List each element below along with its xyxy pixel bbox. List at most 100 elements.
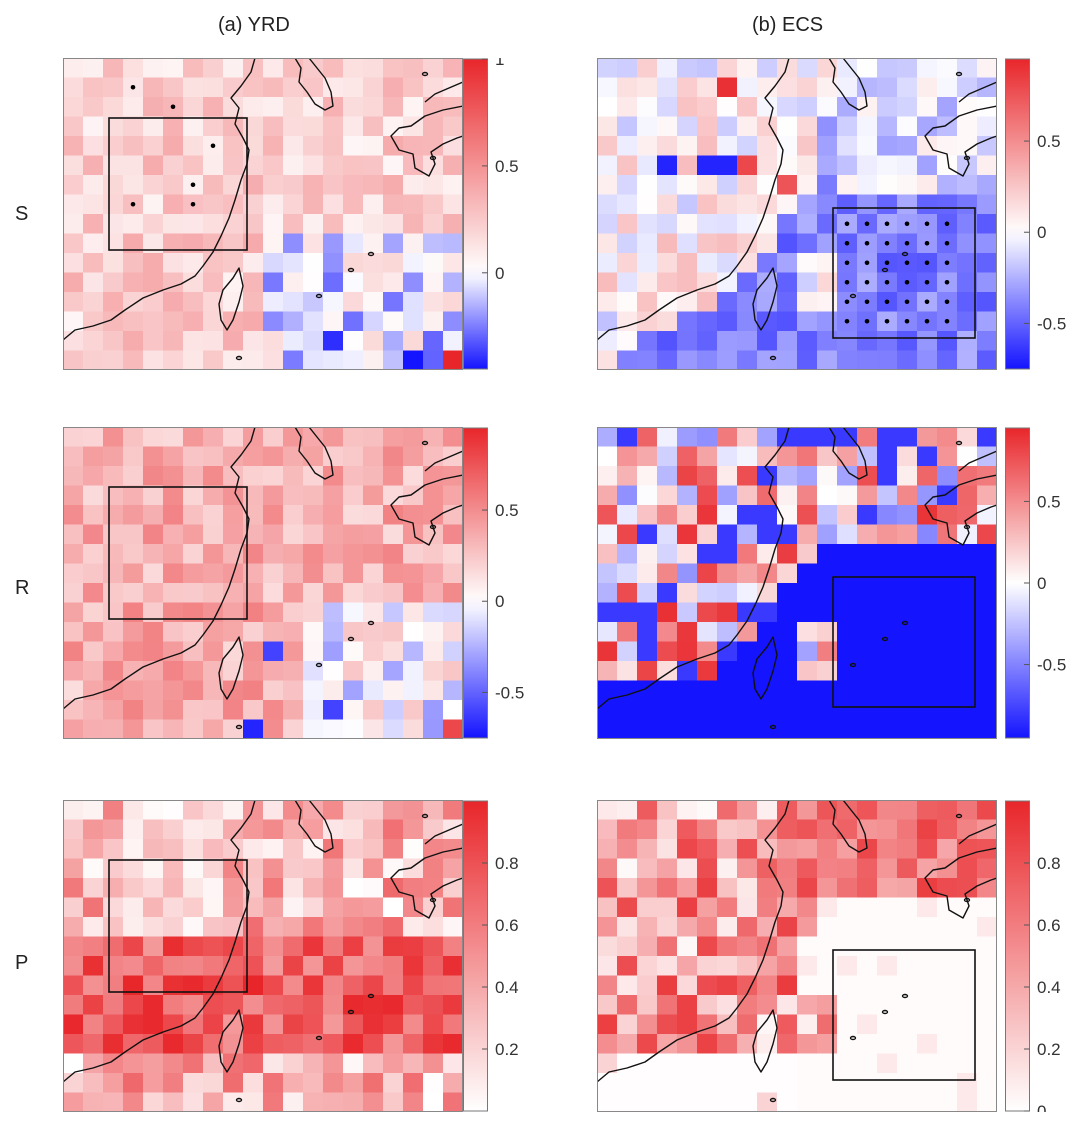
colorbar-tick-label: 1 bbox=[495, 58, 504, 69]
map-frame bbox=[63, 427, 463, 739]
grid-cell bbox=[283, 331, 304, 352]
grid-cell bbox=[403, 995, 424, 1016]
grid-cell bbox=[597, 136, 618, 157]
grid-cell bbox=[857, 77, 878, 98]
grid-cell bbox=[383, 700, 404, 721]
grid-cell bbox=[937, 331, 958, 352]
grid-cell bbox=[423, 897, 444, 918]
grid-cell bbox=[677, 641, 698, 662]
grid-cell bbox=[383, 622, 404, 643]
grid-cell bbox=[263, 466, 284, 487]
grid-cell bbox=[443, 331, 463, 352]
grid-cell bbox=[737, 858, 758, 879]
grid-cell bbox=[243, 622, 264, 643]
grid-cell bbox=[283, 700, 304, 721]
grid-cell bbox=[63, 505, 84, 526]
grid-cell bbox=[797, 485, 818, 506]
grid-cell bbox=[403, 1092, 424, 1112]
grid-cell bbox=[443, 1073, 463, 1094]
grid-cell bbox=[403, 505, 424, 526]
grid-cell bbox=[857, 524, 878, 545]
grid-cell bbox=[443, 917, 463, 938]
significance-dot bbox=[924, 240, 930, 246]
grid-cell bbox=[283, 563, 304, 584]
grid-cell bbox=[443, 233, 463, 254]
grid-cell bbox=[977, 956, 997, 977]
grid-cell bbox=[957, 641, 978, 662]
grid-cell bbox=[737, 233, 758, 254]
grid-cell bbox=[657, 155, 678, 176]
colorbar-gradient bbox=[463, 427, 488, 739]
grid-cell bbox=[83, 680, 104, 701]
grid-cell bbox=[957, 897, 978, 918]
grid-cell bbox=[443, 253, 463, 274]
grid-cell bbox=[403, 839, 424, 860]
grid-cell bbox=[757, 917, 778, 938]
grid-cell bbox=[363, 1053, 384, 1074]
colorbar-tick-label: 0 bbox=[1037, 574, 1046, 593]
grid-cell bbox=[937, 427, 958, 448]
grid-cell bbox=[617, 58, 638, 79]
grid-cell bbox=[303, 233, 324, 254]
grid-cell bbox=[363, 839, 384, 860]
grid-cell bbox=[323, 427, 344, 448]
grid-cell bbox=[223, 917, 244, 938]
grid-cell bbox=[303, 194, 324, 215]
grid-cell bbox=[403, 622, 424, 643]
grid-cell bbox=[897, 1092, 918, 1112]
grid-cell bbox=[817, 936, 838, 957]
grid-cell bbox=[937, 563, 958, 584]
grid-cell bbox=[857, 116, 878, 137]
grid-cell bbox=[697, 253, 718, 274]
grid-cell bbox=[123, 1073, 144, 1094]
colorbar-a-P: 0.80.60.40.2 bbox=[463, 800, 519, 1112]
grid-cell bbox=[143, 602, 164, 623]
grid-cell bbox=[343, 116, 364, 137]
grid-cell bbox=[957, 975, 978, 996]
grid-cell bbox=[183, 427, 204, 448]
grid-cell bbox=[697, 1092, 718, 1112]
grid-cell bbox=[363, 1073, 384, 1094]
grid-cell bbox=[977, 719, 997, 739]
grid-cell bbox=[243, 661, 264, 682]
grid-cell bbox=[737, 661, 758, 682]
grid-cell bbox=[897, 858, 918, 879]
grid-cell bbox=[363, 819, 384, 840]
grid-cell bbox=[917, 800, 938, 821]
grid-cell bbox=[63, 524, 84, 545]
grid-cell bbox=[183, 272, 204, 293]
grid-cell bbox=[323, 680, 344, 701]
grid-cell bbox=[263, 1092, 284, 1112]
grid-cell bbox=[263, 563, 284, 584]
grid-cell bbox=[737, 311, 758, 332]
colorbar-tick-label: -0.5 bbox=[1037, 314, 1066, 333]
grid-cell bbox=[183, 253, 204, 274]
grid-cell bbox=[677, 878, 698, 899]
grid-cell bbox=[343, 175, 364, 196]
grid-cell bbox=[423, 136, 444, 157]
grid-cell bbox=[777, 233, 798, 254]
grid-cell bbox=[263, 995, 284, 1016]
grid-cell bbox=[617, 116, 638, 137]
grid-cell bbox=[383, 175, 404, 196]
grid-cell bbox=[797, 466, 818, 487]
grid-cell bbox=[917, 661, 938, 682]
grid-cell bbox=[283, 253, 304, 274]
grid-cell bbox=[183, 1034, 204, 1055]
grid-cell bbox=[977, 466, 997, 487]
grid-cell bbox=[203, 194, 224, 215]
colorbar-tick-label: 0.4 bbox=[1037, 978, 1061, 997]
grid-cell bbox=[877, 839, 898, 860]
grid-cell bbox=[697, 524, 718, 545]
grid-cell bbox=[63, 583, 84, 604]
grid-cell bbox=[837, 485, 858, 506]
grid-cell bbox=[697, 583, 718, 604]
grid-cell bbox=[697, 700, 718, 721]
significance-dot bbox=[884, 279, 890, 285]
grid-cell bbox=[917, 878, 938, 899]
grid-cell bbox=[797, 680, 818, 701]
grid-cell bbox=[677, 58, 698, 79]
grid-cell bbox=[363, 995, 384, 1016]
grid-cell bbox=[957, 485, 978, 506]
grid-cell bbox=[163, 466, 184, 487]
